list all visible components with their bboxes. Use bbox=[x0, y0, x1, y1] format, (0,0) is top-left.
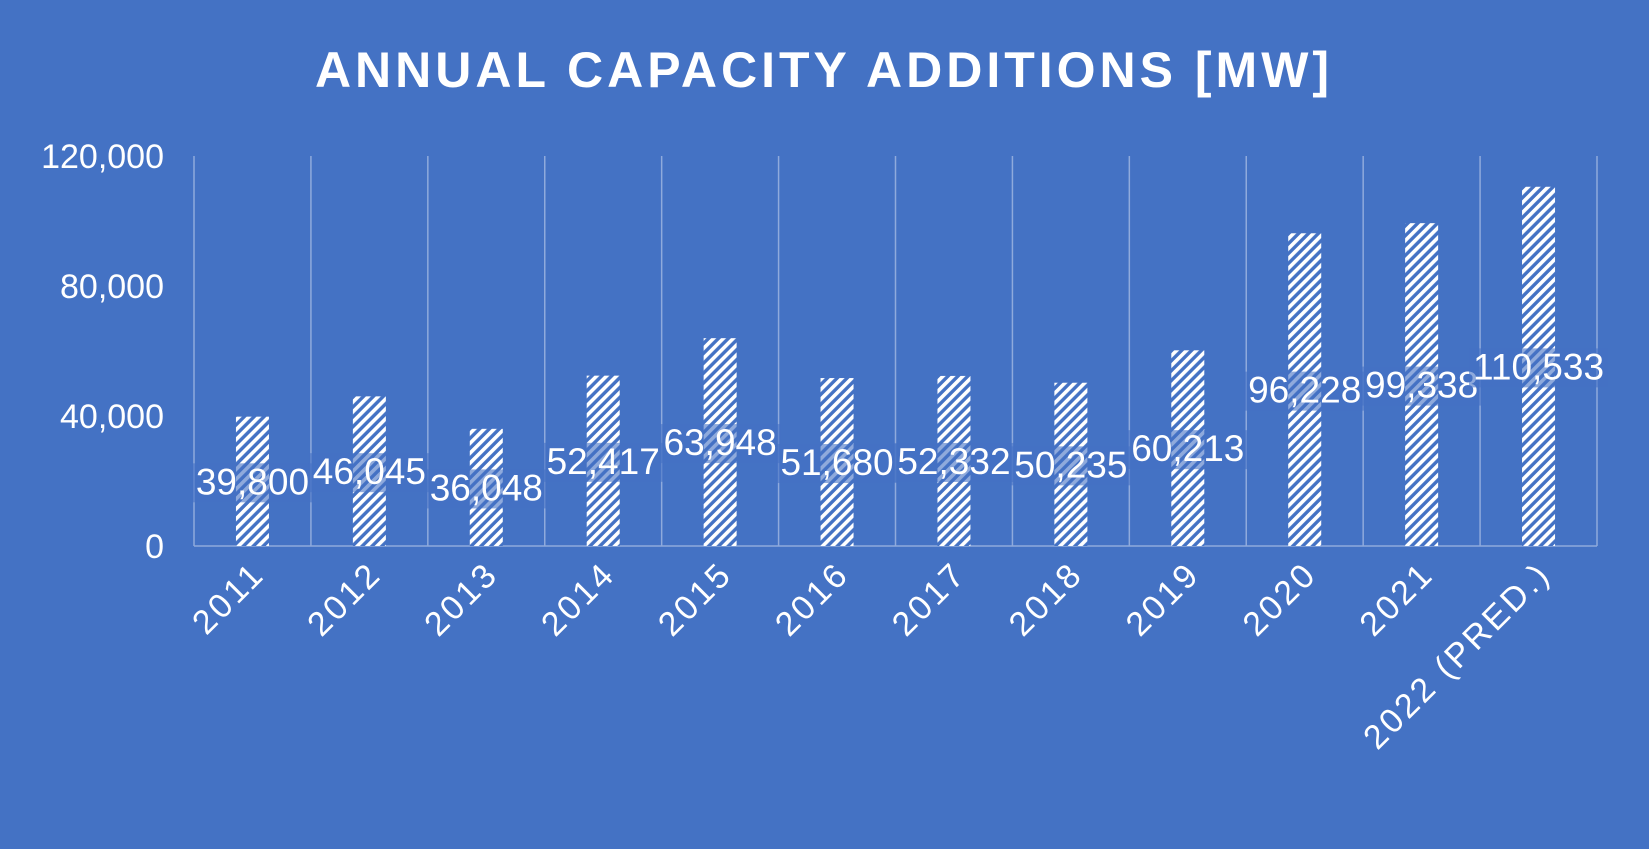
x-axis: 2011 2012 2013 2014 2015 2016 2017 2018 2019 2020… bbox=[185, 555, 1558, 757]
x-tick-label: 2014 bbox=[534, 555, 623, 644]
data-label: 51,680 bbox=[780, 442, 893, 483]
x-tick-label: 2019 bbox=[1119, 555, 1208, 644]
data-label-group: 36,048 bbox=[425, 467, 547, 509]
x-tick-label: 2018 bbox=[1002, 555, 1091, 644]
data-label: 110,533 bbox=[1473, 346, 1604, 387]
y-tick-label: 40,000 bbox=[60, 398, 164, 436]
x-tick-label: 2020 bbox=[1236, 555, 1325, 644]
data-label-background bbox=[776, 444, 898, 484]
data-label-group: 96,228 bbox=[1244, 370, 1366, 411]
data-label: 46,045 bbox=[313, 451, 426, 492]
data-label-background bbox=[1127, 430, 1249, 470]
data-label-background bbox=[893, 442, 1015, 482]
data-label-background bbox=[1469, 348, 1609, 388]
x-tick-label: 2013 bbox=[417, 555, 506, 644]
chart-title: ANNUAL CAPACITY ADDITIONS [MW] bbox=[315, 42, 1333, 98]
x-tick-label: 2015 bbox=[651, 555, 740, 644]
data-label: 52,417 bbox=[547, 441, 660, 482]
x-tick-label: 2016 bbox=[768, 555, 857, 644]
data-label-background bbox=[191, 463, 314, 503]
data-label-group: 50,235 bbox=[1010, 444, 1132, 486]
data-label-group: 63,948 bbox=[659, 422, 781, 464]
x-tick-label: 2011 bbox=[185, 555, 272, 642]
x-tick-label: 2017 bbox=[885, 555, 974, 644]
data-label-background bbox=[659, 424, 781, 464]
data-label-background bbox=[1010, 446, 1132, 486]
data-label: 96,228 bbox=[1248, 370, 1361, 411]
data-label-background bbox=[308, 453, 430, 493]
x-tick-label: 2012 bbox=[300, 555, 389, 644]
data-label-group: 51,680 bbox=[776, 442, 898, 484]
data-label-group: 110,533 bbox=[1469, 346, 1609, 388]
data-label-group: 39,800 bbox=[191, 461, 314, 503]
data-label-group: 99,338 bbox=[1361, 365, 1483, 406]
data-label-background bbox=[1361, 366, 1483, 406]
y-tick-label: 0 bbox=[145, 528, 164, 566]
data-label: 39,800 bbox=[196, 461, 309, 502]
data-label-group: 52,417 bbox=[542, 441, 664, 482]
data-label-background bbox=[425, 469, 547, 509]
data-label: 50,235 bbox=[1014, 444, 1127, 485]
data-label-group: 52,332 bbox=[893, 441, 1015, 482]
data-label-group: 46,045 bbox=[308, 451, 430, 493]
data-label: 63,948 bbox=[664, 422, 777, 463]
data-label: 52,332 bbox=[897, 441, 1010, 482]
data-label-background bbox=[542, 442, 664, 482]
x-tick-label: 2021 bbox=[1352, 555, 1441, 644]
y-tick-label: 120,000 bbox=[41, 138, 164, 176]
data-label: 99,338 bbox=[1365, 365, 1478, 406]
data-label: 36,048 bbox=[430, 467, 543, 508]
y-tick-label: 80,000 bbox=[60, 268, 164, 306]
data-label-background bbox=[1244, 371, 1366, 411]
data-label-group: 60,213 bbox=[1127, 428, 1249, 470]
data-label: 60,213 bbox=[1131, 428, 1244, 469]
y-axis: 0 40,000 80,000 120,000 bbox=[41, 138, 164, 566]
